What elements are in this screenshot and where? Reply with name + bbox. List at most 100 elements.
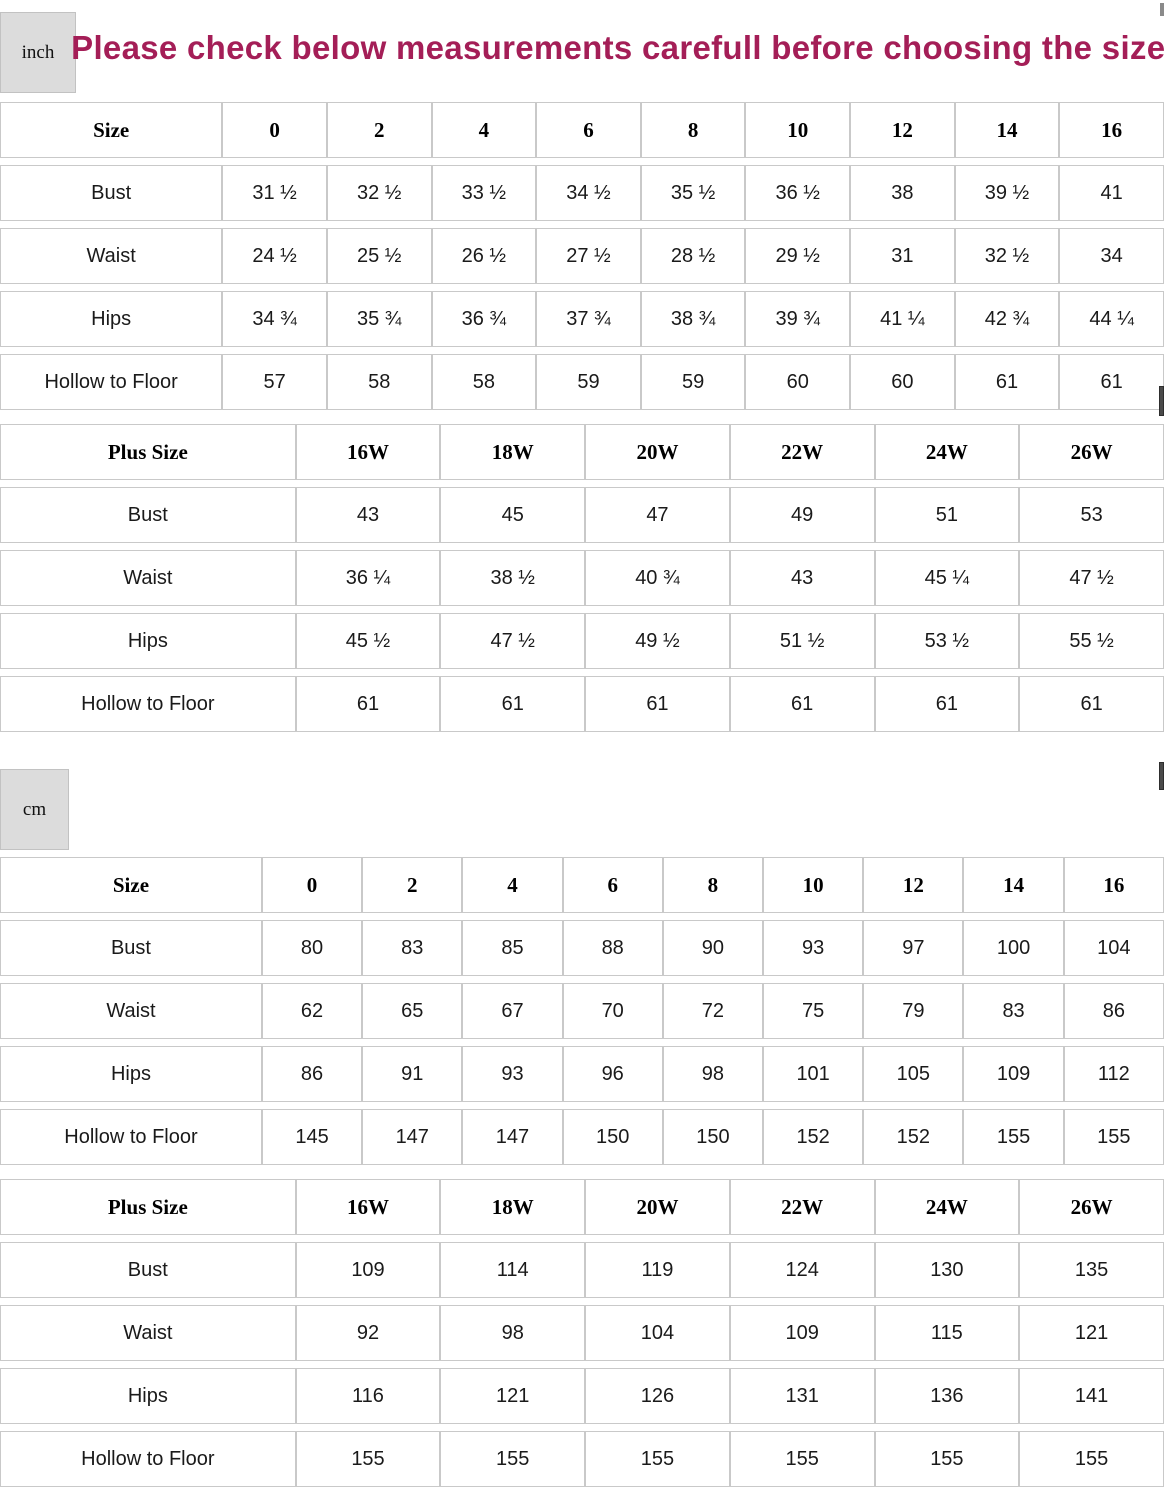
- cell-value: 53 ½: [874, 613, 1020, 669]
- cell-value: 39 ½: [954, 165, 1060, 221]
- cell-value: 91: [362, 1046, 463, 1102]
- cell-value: 58: [431, 354, 537, 410]
- cell-value: 58: [326, 354, 432, 410]
- cell-value: 152: [863, 1109, 964, 1165]
- cell-value: 86: [1063, 983, 1164, 1039]
- cell-value: 135: [1019, 1242, 1164, 1298]
- size-column-header: 14: [963, 857, 1064, 913]
- cell-value: 93: [763, 920, 864, 976]
- cell-value: 36 ½: [745, 165, 851, 221]
- inch-plus-size-table-grid: Plus Size 16W 18W 20W 22W 24W 26W Bust 43 45 47 49 5…: [0, 417, 1164, 739]
- cell-value: 141: [1019, 1368, 1164, 1424]
- table-row: Bust 43 45 47 49 51 53: [0, 487, 1164, 543]
- cell-value: 152: [763, 1109, 864, 1165]
- table-row: Hollow to Floor 57 58 58 59 59 60 60 61 61: [0, 354, 1164, 410]
- size-column-header: 24W: [874, 424, 1020, 480]
- size-column-header: 8: [662, 857, 764, 913]
- table-row: Waist 36 ¼ 38 ½ 40 ¾ 43 45 ¼ 47 ½: [0, 550, 1164, 606]
- table-row: Hips 116 121 126 131 136 141: [0, 1368, 1164, 1424]
- cell-value: 45 ¼: [874, 550, 1020, 606]
- cell-value: 34: [1059, 228, 1164, 284]
- cell-value: 43: [295, 487, 441, 543]
- cell-value: 61: [954, 354, 1060, 410]
- scrollbar-thumb[interactable]: [1160, 3, 1164, 16]
- cell-value: 51: [874, 487, 1020, 543]
- cell-value: 29 ½: [745, 228, 851, 284]
- size-column-header: 2: [362, 857, 463, 913]
- table-row: Hollow to Floor 155 155 155 155 155 155: [0, 1431, 1164, 1487]
- cell-value: 155: [874, 1431, 1020, 1487]
- cell-value: 119: [585, 1242, 730, 1298]
- size-header-label: Size: [0, 857, 262, 913]
- cell-value: 126: [585, 1368, 730, 1424]
- size-column-header: 10: [763, 857, 864, 913]
- row-label: Hollow to Floor: [0, 676, 296, 732]
- size-column-header: 24W: [874, 1179, 1020, 1235]
- size-column-header: 4: [462, 857, 563, 913]
- cell-value: 43: [729, 550, 875, 606]
- cell-value: 35 ½: [640, 165, 746, 221]
- cell-value: 112: [1063, 1046, 1164, 1102]
- cell-value: 155: [295, 1431, 441, 1487]
- cell-value: 26 ½: [431, 228, 537, 284]
- row-label: Hips: [0, 291, 223, 347]
- cell-value: 61: [1019, 676, 1164, 732]
- size-column-header: 16W: [295, 424, 441, 480]
- cell-value: 150: [562, 1109, 663, 1165]
- cell-value: 49 ½: [585, 613, 730, 669]
- cell-value: 60: [745, 354, 851, 410]
- row-label: Hips: [0, 613, 296, 669]
- cell-value: 33 ½: [431, 165, 537, 221]
- row-label: Hollow to Floor: [0, 1109, 262, 1165]
- cm-plus-size-table: Plus Size 16W 18W 20W 22W 24W 26W Bust 109 114 119…: [0, 1172, 1164, 1494]
- cell-value: 31: [850, 228, 955, 284]
- cm-regular-size-table-grid: Size 0 2 4 6 8 10 12 14 16 Bust 80 83 85 88 90 93 97 100 10…: [0, 850, 1164, 1172]
- scrollbar-thumb[interactable]: [1159, 762, 1164, 790]
- size-column-header: 10: [745, 102, 851, 158]
- table-row: Bust 80 83 85 88 90 93 97 100 104: [0, 920, 1164, 976]
- cell-value: 41 ¼: [850, 291, 955, 347]
- table-row: Waist 24 ½ 25 ½ 26 ½ 27 ½ 28 ½ 29 ½ 31 32 ½ 34: [0, 228, 1164, 284]
- cell-value: 31 ½: [222, 165, 327, 221]
- table-row: Hollow to Floor 61 61 61 61 61 61: [0, 676, 1164, 732]
- row-label: Bust: [0, 165, 223, 221]
- cell-value: 40 ¾: [585, 550, 730, 606]
- cell-value: 109: [963, 1046, 1064, 1102]
- cell-value: 27 ½: [536, 228, 641, 284]
- row-label: Waist: [0, 228, 223, 284]
- row-label: Waist: [0, 983, 262, 1039]
- inch-regular-size-table: Size 0 2 4 6 8 10 12 14 16 Bust 31 ½ 32 ½ 33 ½ 34 ½ 35 …: [0, 95, 1164, 417]
- cell-value: 121: [440, 1368, 586, 1424]
- cell-value: 45 ½: [295, 613, 441, 669]
- cell-value: 145: [261, 1109, 363, 1165]
- cell-value: 53: [1019, 487, 1164, 543]
- cell-value: 38: [850, 165, 955, 221]
- size-column-header: 16: [1063, 857, 1164, 913]
- size-column-header: 2: [326, 102, 432, 158]
- table-row: Bust 31 ½ 32 ½ 33 ½ 34 ½ 35 ½ 36 ½ 38 39 ½ 41: [0, 165, 1164, 221]
- size-column-header: 4: [431, 102, 537, 158]
- cell-value: 85: [462, 920, 563, 976]
- cell-value: 86: [261, 1046, 363, 1102]
- cell-value: 88: [562, 920, 663, 976]
- cell-value: 136: [874, 1368, 1020, 1424]
- cell-value: 37 ¾: [536, 291, 641, 347]
- cell-value: 109: [295, 1242, 441, 1298]
- scrollbar-thumb[interactable]: [1159, 386, 1164, 416]
- size-column-header: 20W: [585, 1179, 730, 1235]
- cell-value: 104: [585, 1305, 730, 1361]
- cell-value: 155: [1063, 1109, 1164, 1165]
- cell-value: 155: [963, 1109, 1064, 1165]
- size-column-header: 0: [222, 102, 327, 158]
- cell-value: 147: [362, 1109, 463, 1165]
- cell-value: 97: [863, 920, 964, 976]
- cell-value: 116: [295, 1368, 441, 1424]
- size-column-header: 26W: [1019, 1179, 1164, 1235]
- cell-value: 100: [963, 920, 1064, 976]
- cell-value: 62: [261, 983, 363, 1039]
- size-header-label: Plus Size: [0, 1179, 296, 1235]
- page-title: Please check below measurements carefull…: [71, 28, 1164, 66]
- cell-value: 41: [1059, 165, 1164, 221]
- table-row: Hips 86 91 93 96 98 101 105 109 112: [0, 1046, 1164, 1102]
- cell-value: 72: [662, 983, 764, 1039]
